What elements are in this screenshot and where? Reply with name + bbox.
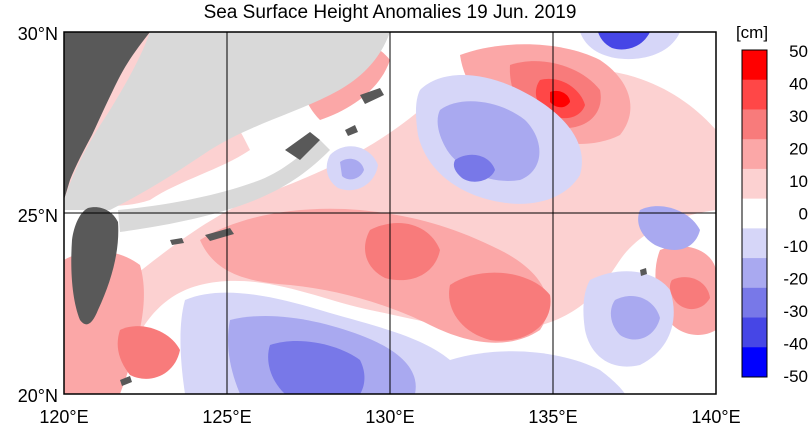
x-tick-label: 130°E [365, 407, 414, 427]
colorbar-unit: [cm] [736, 23, 768, 42]
colorbar-segment [742, 139, 767, 170]
land-island [170, 238, 184, 245]
x-tick-label: 125°E [202, 407, 251, 427]
x-tick-label: 135°E [528, 407, 577, 427]
x-tick-label: 120°E [39, 407, 88, 427]
anomaly-zone [117, 326, 180, 379]
anomaly-zone [598, 32, 650, 50]
colorbar-label: -10 [783, 237, 808, 256]
colorbar-segment [742, 109, 767, 140]
y-tick-label: 25°N [18, 206, 58, 226]
anomaly-zone [340, 158, 364, 180]
colorbar-label: 10 [789, 172, 808, 191]
colorbar-label: -50 [783, 367, 808, 386]
colorbar-label: 30 [789, 107, 808, 126]
land-island [285, 132, 320, 160]
colorbar-segment [742, 168, 767, 200]
colorbar-label: 50 [789, 42, 808, 61]
colorbar-segment [742, 198, 767, 229]
colorbar-segment [742, 228, 767, 259]
anomaly-zone [449, 351, 625, 394]
colorbar-label: -40 [783, 335, 808, 354]
land-island [640, 268, 647, 276]
anomaly-zone [365, 222, 440, 281]
colorbar-segment [742, 347, 767, 378]
anomaly-zone [610, 296, 660, 340]
land-mainland [64, 32, 150, 200]
colorbar-segment [742, 317, 767, 348]
land-taiwan [71, 207, 119, 325]
land-shelf [118, 140, 330, 232]
y-tick-label: 20°N [18, 386, 58, 406]
map-title: Sea Surface Height Anomalies 19 Jun. 201… [204, 2, 577, 23]
colorbar-segment [742, 258, 767, 289]
colorbar-label: 0 [799, 205, 808, 224]
anomaly-zone [453, 154, 495, 182]
colorbar-segment [742, 79, 767, 110]
land-island [345, 125, 358, 136]
colorbar-segment [742, 287, 767, 319]
anomaly-zone [449, 272, 551, 341]
land-island [120, 376, 132, 386]
anomaly-zone [638, 206, 700, 250]
colorbar-label: 40 [789, 75, 808, 94]
y-tick-label: 30°N [18, 24, 58, 44]
map-grid [64, 32, 716, 394]
colorbar: [cm] 50 40 30 20 10 0 -10 -20 -30 -40 -50 [736, 23, 808, 386]
colorbar-label: -30 [783, 302, 808, 321]
anomaly-zone [669, 277, 710, 310]
map-frame [63, 31, 717, 395]
colorbar-label: -20 [783, 270, 808, 289]
colorbar-segment [742, 50, 767, 81]
x-tick-label: 140°E [691, 407, 740, 427]
anomaly-zone [268, 340, 365, 394]
land-island [360, 88, 384, 104]
anomaly-zone [550, 90, 570, 108]
colorbar-frame [741, 49, 768, 378]
colorbar-label: 20 [789, 140, 808, 159]
